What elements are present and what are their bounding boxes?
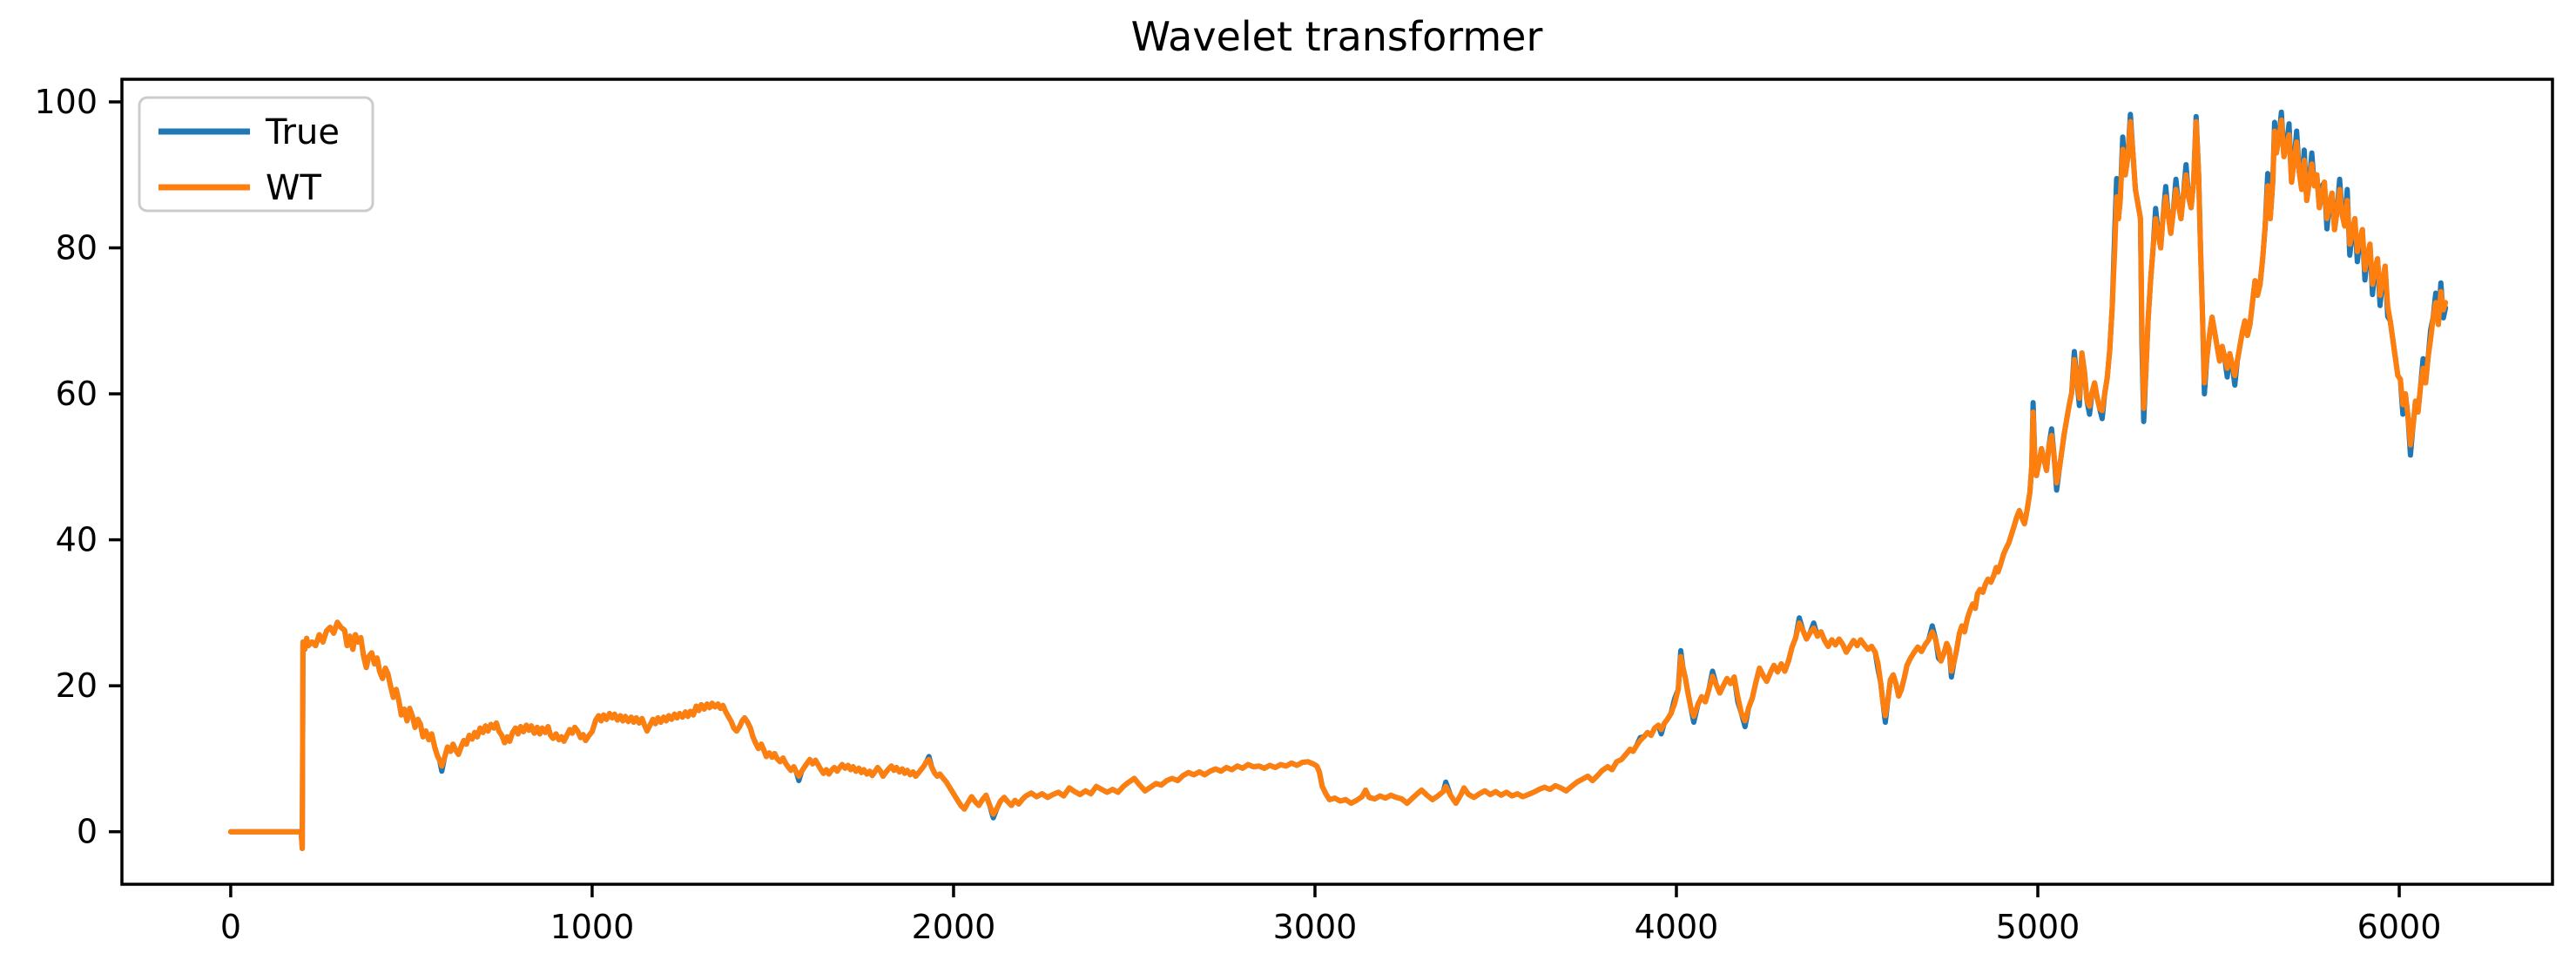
x-tick-label: 3000 (1273, 908, 1358, 946)
series-lines (227, 109, 2449, 851)
x-tick-label: 2000 (912, 908, 996, 946)
tick-marks-and-labels: 0 1000 2000 3000 4000 5000 6000 0 20 40 60 80 100 (34, 83, 2441, 946)
legend-label-wt: WT (266, 168, 322, 208)
y-tick-label: 0 (77, 813, 98, 851)
x-tick-label: 0 (220, 908, 241, 946)
chart-title: Wavelet transformer (1131, 13, 1543, 60)
axes (120, 78, 2554, 886)
series-line-wt (227, 117, 2449, 851)
x-tick-label: 4000 (1635, 908, 1719, 946)
y-tick-label: 100 (34, 83, 98, 121)
y-tick-label: 80 (56, 229, 98, 267)
legend-box (138, 96, 374, 213)
x-tick-label: 5000 (1996, 908, 2080, 946)
y-tick-label: 20 (56, 666, 98, 705)
x-tick-label: 1000 (550, 908, 635, 946)
legend: True WT (138, 96, 374, 213)
x-tick-label: 6000 (2357, 908, 2442, 946)
y-tick-label: 60 (56, 375, 98, 413)
y-tick-label: 40 (56, 521, 98, 559)
legend-label-true: True (265, 112, 340, 152)
plot-border (120, 78, 2554, 886)
